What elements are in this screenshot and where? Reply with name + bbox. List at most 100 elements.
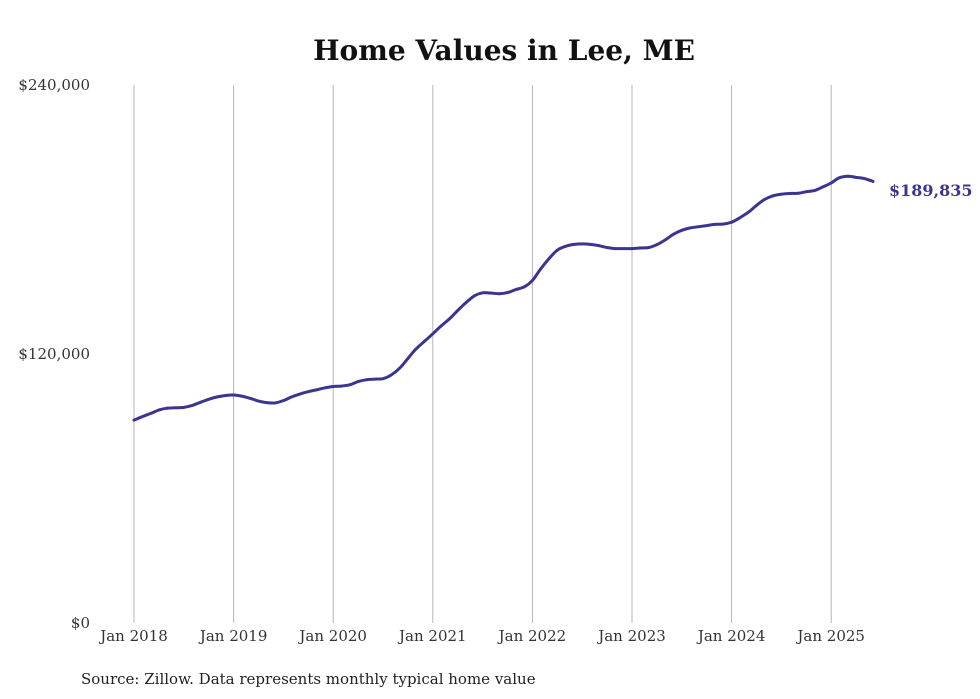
data-point — [605, 246, 609, 249]
data-point — [572, 243, 576, 246]
data-point — [738, 216, 741, 220]
data-point — [772, 194, 775, 198]
data-point — [846, 174, 850, 178]
data-point — [423, 339, 427, 343]
data-point — [165, 406, 169, 410]
data-point — [414, 347, 418, 351]
data-point — [398, 366, 402, 370]
data-point — [862, 177, 866, 180]
data-point — [630, 247, 634, 251]
data-point — [523, 285, 526, 289]
data-point — [622, 247, 626, 251]
data-point — [406, 357, 410, 360]
data-point — [597, 244, 601, 248]
y-tick-label: $240,000 — [18, 76, 90, 94]
data-point — [182, 406, 186, 409]
data-point — [364, 378, 368, 382]
data-point — [339, 384, 343, 388]
gridlines — [133, 85, 832, 623]
data-point — [274, 401, 277, 405]
data-point — [257, 399, 260, 403]
data-points — [132, 174, 875, 422]
data-point — [531, 279, 534, 282]
data-point — [456, 309, 460, 312]
data-point — [539, 267, 542, 271]
x-axis-ticks: Jan 2018 Jan 2019 Jan 2020 Jan 2021 Jan 2022… — [98, 627, 865, 645]
x-tick-label: Jan 2023 — [596, 627, 666, 645]
data-point — [331, 385, 335, 388]
data-point — [547, 256, 551, 260]
data-point — [149, 412, 153, 415]
data-point — [829, 181, 833, 185]
data-point — [323, 386, 327, 390]
data-point — [705, 224, 709, 228]
data-point — [713, 223, 717, 226]
data-point — [232, 393, 236, 397]
data-point — [663, 238, 667, 242]
x-tick-label: Jan 2025 — [795, 627, 865, 645]
data-point — [381, 377, 385, 381]
data-point — [174, 406, 178, 410]
data-point — [464, 301, 468, 305]
data-point — [207, 397, 211, 401]
data-point — [298, 392, 302, 396]
data-point — [489, 291, 492, 295]
data-point — [780, 192, 783, 196]
data-point — [755, 204, 758, 207]
data-point — [730, 220, 733, 224]
x-tick-label: Jan 2024 — [696, 627, 766, 645]
data-point — [588, 243, 592, 246]
data-point — [655, 243, 659, 247]
x-tick-label: Jan 2018 — [98, 627, 168, 645]
data-point — [638, 246, 642, 250]
data-point — [506, 291, 509, 294]
source-note: Source: Zillow. Data represents monthly … — [81, 670, 536, 688]
data-point — [763, 198, 766, 201]
data-point — [389, 373, 393, 377]
data-point — [788, 192, 791, 195]
data-point — [854, 176, 858, 179]
data-point — [722, 222, 725, 226]
y-tick-label: $120,000 — [18, 345, 90, 363]
x-tick-label: Jan 2020 — [297, 627, 367, 645]
data-point — [796, 191, 800, 195]
data-point — [306, 390, 310, 394]
data-point — [224, 394, 228, 397]
data-point — [563, 245, 567, 248]
data-point — [448, 317, 452, 320]
data-point — [473, 294, 476, 298]
chart-title: Home Values in Lee, ME — [313, 34, 695, 67]
x-tick-label: Jan 2019 — [198, 627, 268, 645]
data-point — [747, 210, 750, 214]
data-point — [431, 332, 435, 336]
data-point — [837, 176, 841, 180]
data-point — [157, 408, 161, 412]
series-line — [132, 174, 875, 422]
x-tick-label: Jan 2022 — [497, 627, 567, 645]
data-point — [439, 324, 443, 328]
data-point — [240, 394, 244, 398]
data-point — [688, 226, 692, 230]
data-point — [132, 418, 136, 422]
data-point — [348, 383, 352, 387]
x-tick-label: Jan 2021 — [397, 627, 467, 645]
data-point — [140, 415, 144, 419]
data-point — [613, 247, 617, 251]
y-axis-ticks: $0 $120,000 $240,000 — [18, 76, 90, 632]
data-point — [804, 190, 808, 194]
data-point — [290, 395, 293, 399]
data-point — [821, 185, 825, 189]
y-tick-label: $0 — [71, 614, 90, 632]
data-point — [514, 288, 517, 292]
data-point — [580, 242, 584, 246]
data-point — [680, 228, 684, 232]
data-point — [356, 380, 360, 383]
data-point — [812, 189, 816, 193]
data-point — [190, 404, 194, 407]
data-point — [498, 292, 501, 296]
data-point — [481, 291, 484, 295]
data-point — [647, 246, 651, 249]
data-point — [215, 395, 219, 399]
data-point — [697, 225, 701, 229]
